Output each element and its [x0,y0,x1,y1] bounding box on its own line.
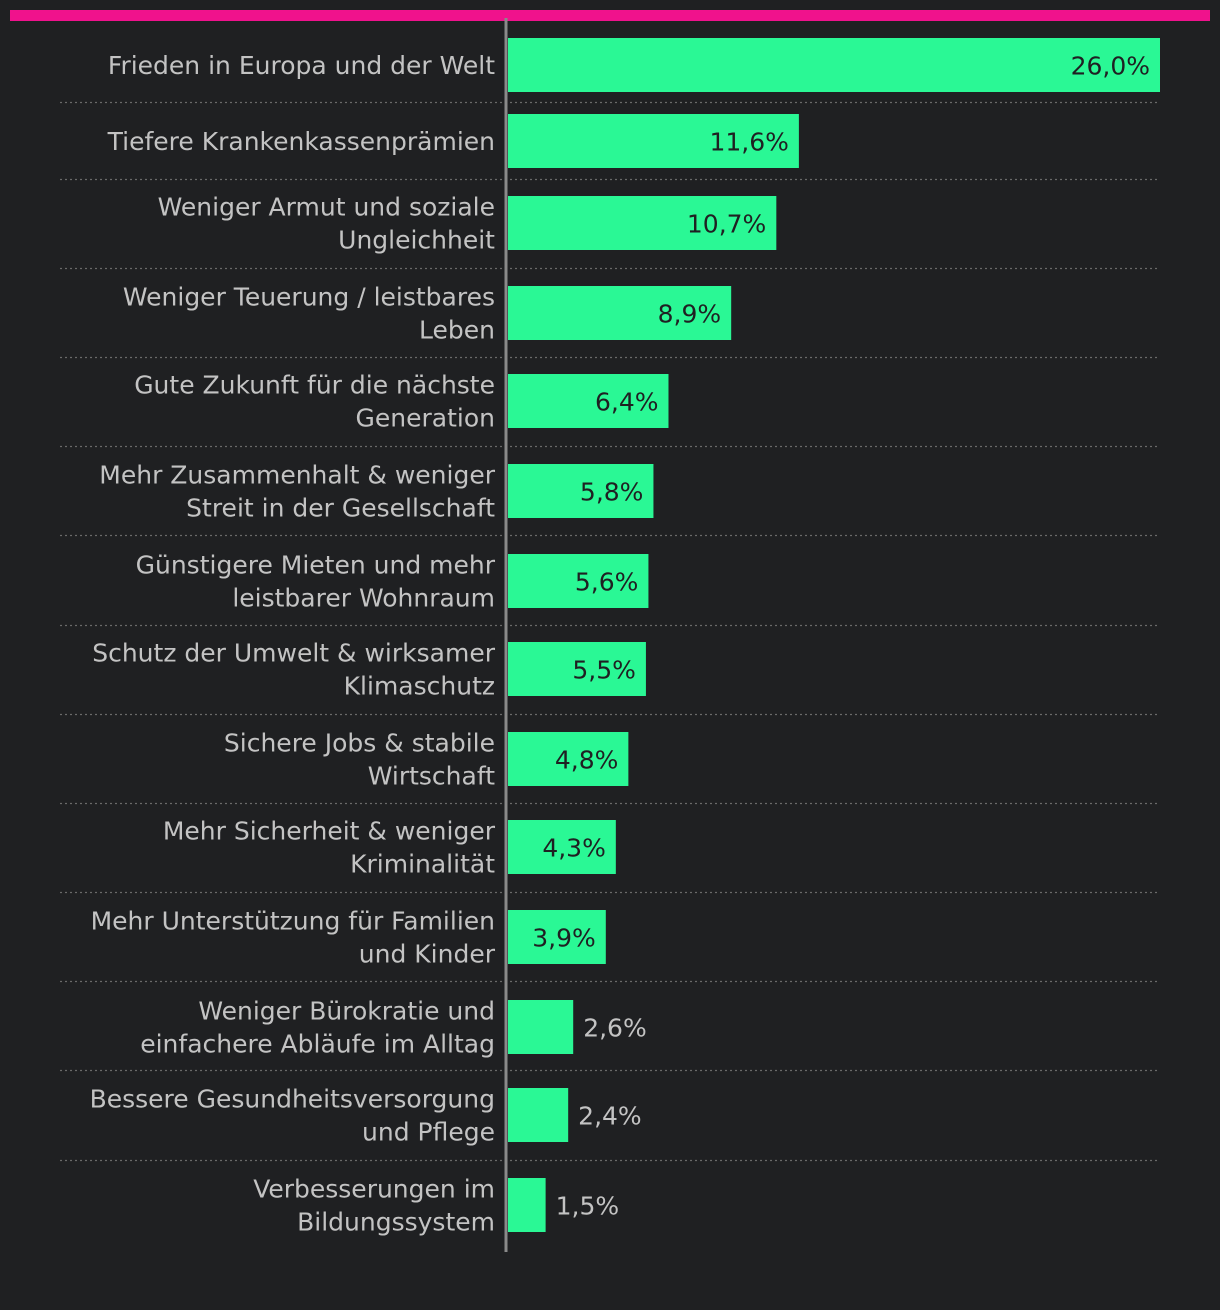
bar-2 [508,114,799,168]
value-label-1: 26,0% [1071,52,1150,81]
category-label-11: Mehr Unterstützung für Familien und Kinde… [91,906,496,968]
category-label-line: Gute Zukunft für die nächste [134,370,495,399]
bar-14 [508,1178,546,1232]
category-label-line: Leben [419,315,495,344]
bar-8 [508,642,646,696]
category-label-line: Ungleichheit [338,225,495,254]
category-label-line: Sichere Jobs & stabile [224,728,495,757]
category-label-line: Tiefere Krankenkassenprämien [107,127,495,156]
category-label-line: Generation [356,403,495,432]
category-label-3: Weniger Armut und soziale Ungleichheit [158,192,496,254]
category-label-6: Mehr Zusammenhalt & weniger Streit in der… [99,460,495,522]
bar-11 [508,910,606,964]
category-label-4: Weniger Teuerung / leistbares Leben [123,282,495,344]
category-label-line: Kriminalität [350,849,495,878]
value-label-13: 2,4% [578,1102,642,1131]
value-label-10: 4,3% [542,834,606,863]
bar-7 [508,554,649,608]
category-label-9: Sichere Jobs & stabile Wirtschaft [224,728,495,790]
value-label-14: 1,5% [556,1192,620,1221]
bar-4 [508,286,732,340]
category-label-14: Verbesserungen im Bildungssystem [253,1174,495,1236]
category-label-line: Mehr Sicherheit & weniger [163,816,496,845]
category-label-line: und Kinder [359,939,496,968]
category-label-line: Verbesserungen im [253,1174,495,1203]
category-label-8: Schutz der Umwelt & wirksamer Klimaschutz [92,638,495,700]
value-label-12: 2,6% [583,1014,647,1043]
category-label-line: Weniger Armut und soziale [158,192,495,221]
value-label-4: 8,9% [658,300,722,329]
value-label-7: 5,6% [575,568,639,597]
value-label-9: 4,8% [555,746,619,775]
bar-6 [508,464,654,518]
value-label-8: 5,5% [572,656,636,685]
category-label-2: Tiefere Krankenkassenprämien [107,127,495,156]
category-label-line: Streit in der Gesellschaft [186,493,495,522]
category-label-line: Günstigere Mieten und mehr [136,550,496,579]
category-label-line: Wirtschaft [368,761,495,790]
value-label-6: 5,8% [580,478,644,507]
category-label-1: Frieden in Europa und der Welt [108,51,495,80]
category-label-line: Weniger Teuerung / leistbares [123,282,495,311]
category-label-line: leistbarer Wohnraum [232,583,495,612]
bar-12 [508,1000,574,1054]
category-label-line: Schutz der Umwelt & wirksamer [92,638,495,667]
category-label-line: Mehr Unterstützung für Familien [91,906,495,935]
top-accent-bar [10,10,1210,21]
category-label-line: Weniger Bürokratie und [198,996,495,1025]
category-label-line: Mehr Zusammenhalt & weniger [99,460,495,489]
value-label-11: 3,9% [532,924,596,953]
category-label-10: Mehr Sicherheit & weniger Kriminalität [163,816,496,878]
category-label-12: Weniger Bürokratie und einfachere Abläufe… [140,996,495,1058]
category-label-line: und Pflege [362,1117,495,1146]
bar-3 [508,196,777,250]
bar-9 [508,732,629,786]
value-label-2: 11,6% [709,128,788,157]
category-label-line: Klimaschutz [344,671,495,700]
category-label-line: Frieden in Europa und der Welt [108,51,495,80]
category-label-line: einfachere Abläufe im Alltag [140,1029,495,1058]
category-label-7: Günstigere Mieten und mehr leistbarer Woh… [136,550,496,612]
category-label-13: Bessere Gesundheitsversorgung und Pflege [90,1084,495,1146]
bar-1 [508,38,1160,92]
category-label-line: Bessere Gesundheitsversorgung [90,1084,495,1113]
bar-10 [508,820,616,874]
value-label-3: 10,7% [687,210,766,239]
value-label-5: 6,4% [595,388,659,417]
category-label-5: Gute Zukunft für die nächste Generation [134,370,495,432]
bar-13 [508,1088,569,1142]
category-label-line: Bildungssystem [297,1207,495,1236]
bar-5 [508,374,669,428]
